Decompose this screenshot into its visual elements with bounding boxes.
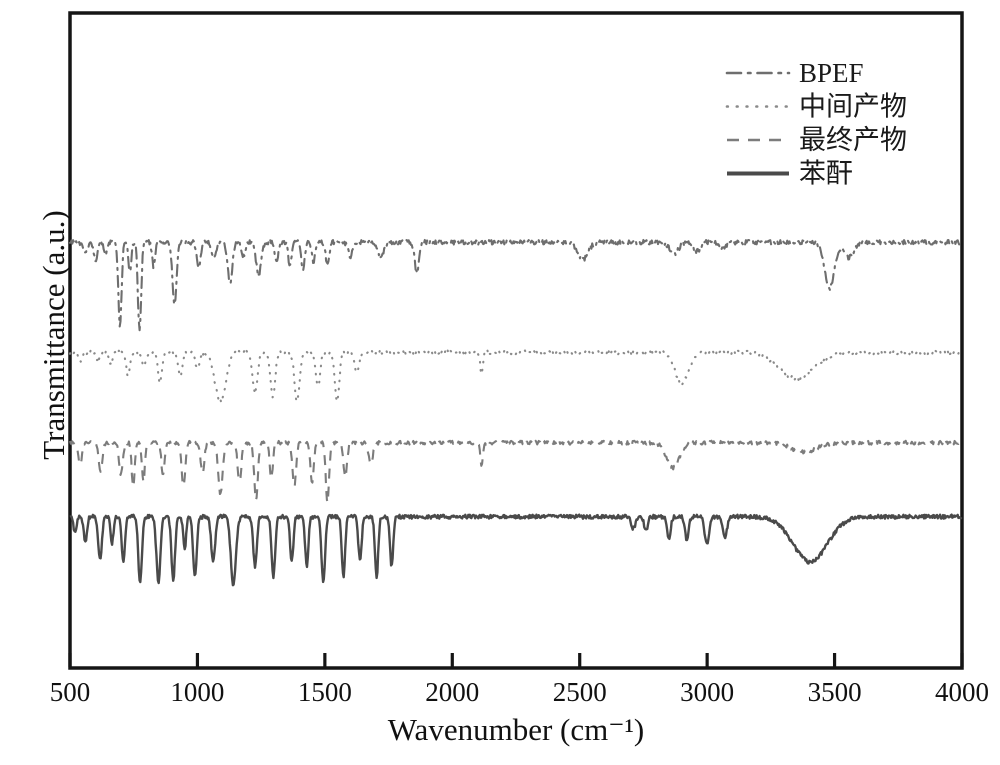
- legend-label-final-product: 最终产物: [799, 125, 907, 155]
- legend-label-bpef: BPEF: [799, 58, 864, 88]
- x-tick-label: 2500: [553, 677, 607, 707]
- x-tick-label: 4000: [935, 677, 989, 707]
- x-axis-label: Wavenumber (cm⁻¹): [387, 712, 645, 747]
- x-tick-label: 2000: [425, 677, 479, 707]
- plot-border: [68, 11, 964, 670]
- spectrum-curve-phthalic-anhydride: [69, 513, 963, 587]
- x-tick-label: 3500: [808, 677, 862, 707]
- legend-label-intermediate-product: 中间产物: [799, 92, 907, 122]
- x-tick-label: 3000: [680, 677, 734, 707]
- legend-label-phthalic-anhydride: 苯酐: [799, 159, 853, 189]
- x-tick-label: 1000: [170, 677, 224, 707]
- x-tick-label: 500: [50, 677, 91, 707]
- spectrum-curve-final-product: [68, 439, 962, 504]
- spectrum-curve-bpef: [68, 238, 963, 332]
- x-tick-label: 1500: [298, 677, 352, 707]
- spectrum-curve-intermediate-product: [68, 349, 963, 404]
- y-axis-label: Transmittance (a.u.): [36, 210, 71, 460]
